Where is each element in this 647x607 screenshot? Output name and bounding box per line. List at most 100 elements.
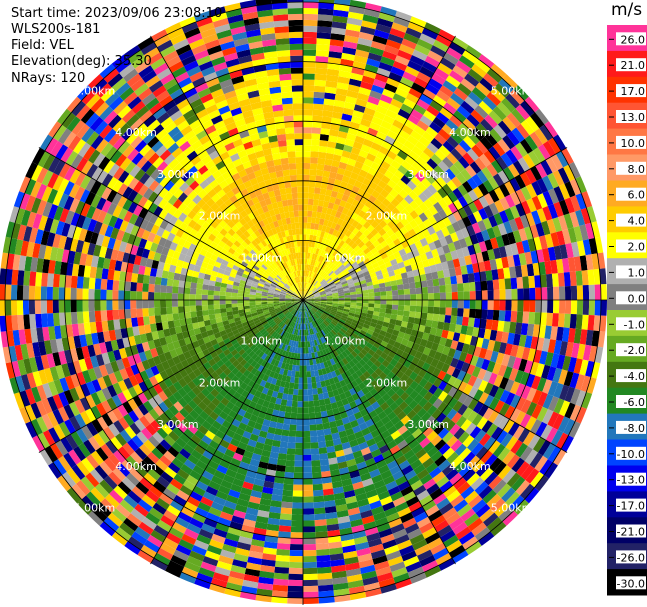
velocity-gate (11, 222, 21, 240)
velocity-gate (484, 114, 498, 129)
velocity-gate (388, 71, 403, 83)
velocity-gate (526, 387, 537, 402)
velocity-gate (536, 406, 548, 422)
velocity-gate (534, 128, 548, 145)
velocity-gate (231, 515, 245, 525)
velocity-gate (418, 202, 429, 213)
velocity-gate (314, 301, 321, 303)
velocity-gate (310, 448, 320, 455)
velocity-gate (180, 463, 193, 475)
velocity-gate (68, 401, 80, 417)
velocity-gate (148, 386, 158, 398)
velocity-gate (359, 329, 367, 336)
velocity-gate (313, 394, 319, 401)
velocity-gate (246, 364, 254, 373)
velocity-gate (303, 264, 305, 271)
velocity-gate (523, 300, 530, 312)
velocity-gate (331, 319, 338, 325)
velocity-gate (463, 308, 470, 318)
velocity-gate (570, 388, 581, 405)
velocity-gate (321, 416, 329, 424)
velocity-gate (450, 494, 465, 508)
velocity-gate (29, 357, 39, 373)
velocity-gate (52, 190, 64, 206)
velocity-gate (85, 394, 96, 409)
velocity-gate (389, 318, 397, 325)
velocity-gate (504, 194, 516, 208)
velocity-gate (370, 371, 379, 380)
velocity-gate (58, 350, 67, 365)
velocity-gate (284, 466, 295, 473)
velocity-gate (499, 376, 509, 390)
velocity-gate (345, 339, 352, 347)
velocity-gate (374, 185, 384, 194)
velocity-gate (124, 290, 131, 300)
velocity-gate (390, 334, 398, 342)
velocity-gate (490, 350, 499, 363)
velocity-gate (343, 490, 356, 499)
velocity-gate (303, 305, 305, 312)
velocity-gate (483, 205, 494, 218)
velocity-gate (263, 322, 270, 328)
velocity-gate (486, 91, 502, 107)
velocity-gate (504, 392, 516, 406)
velocity-gate (474, 309, 482, 319)
velocity-gate (40, 230, 50, 246)
velocity-gate (378, 219, 388, 229)
velocity-gate (321, 355, 327, 363)
velocity-gate (380, 415, 391, 425)
velocity-gate (446, 136, 459, 149)
velocity-gate (348, 225, 356, 233)
velocity-gate (391, 285, 398, 291)
velocity-gate (486, 360, 496, 373)
velocity-gate (396, 179, 407, 190)
velocity-gate (332, 296, 339, 299)
velocity-gate (59, 274, 66, 288)
velocity-gate (307, 216, 312, 223)
velocity-gate (285, 301, 292, 304)
velocity-gate (471, 366, 482, 378)
velocity-gate (415, 432, 427, 444)
velocity-gate (520, 264, 529, 277)
velocity-gate (534, 275, 542, 288)
velocity-gate (330, 351, 336, 359)
velocity-gate (437, 160, 450, 173)
velocity-gate (403, 283, 410, 290)
velocity-gate (378, 577, 396, 588)
velocity-gate (374, 224, 383, 233)
velocity-gate (163, 328, 171, 337)
velocity-gate (298, 323, 301, 330)
velocity-gate (353, 536, 368, 545)
velocity-gate (301, 311, 303, 318)
velocity-gate (184, 365, 193, 375)
velocity-gate (119, 271, 127, 282)
velocity-gate (591, 330, 600, 347)
velocity-gate (520, 323, 529, 336)
velocity-gate (226, 331, 234, 338)
velocity-gate (209, 275, 217, 282)
velocity-gate (559, 384, 570, 401)
velocity-gate (304, 270, 307, 277)
velocity-gate (364, 320, 371, 326)
velocity-gate (488, 146, 501, 160)
velocity-gate (384, 261, 392, 268)
velocity-gate (494, 199, 505, 213)
velocity-gate (311, 321, 316, 328)
velocity-gate (303, 305, 305, 312)
velocity-gate (453, 87, 468, 101)
velocity-gate (335, 504, 348, 512)
velocity-gate (173, 494, 187, 507)
velocity-gate (294, 466, 303, 473)
velocity-gate (248, 332, 255, 339)
velocity-gate (310, 308, 315, 314)
velocity-gate (165, 419, 177, 431)
velocity-gate (329, 420, 337, 429)
velocity-gate (556, 230, 566, 246)
velocity-gate (254, 339, 261, 347)
velocity-gate (341, 150, 351, 159)
velocity-gate (362, 413, 372, 423)
velocity-gate (475, 290, 482, 300)
velocity-gate (326, 445, 336, 454)
velocity-gate (309, 430, 318, 437)
velocity-gate (235, 320, 242, 326)
